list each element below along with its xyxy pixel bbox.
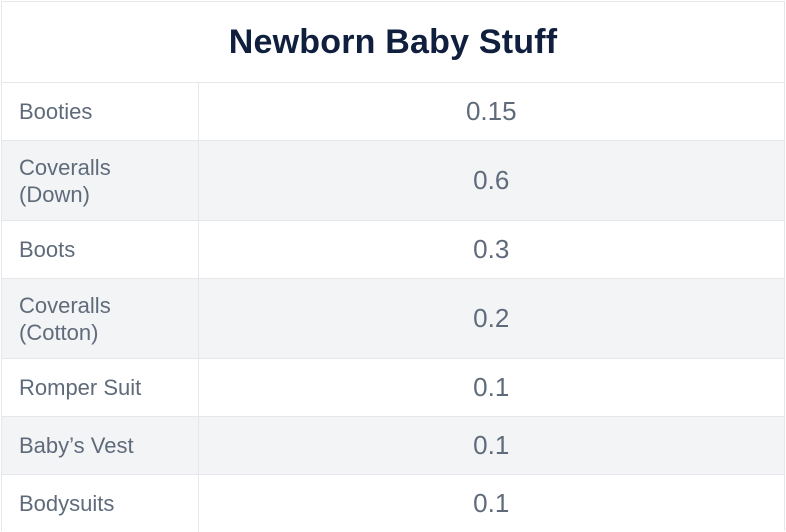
row-value: 0.2 — [198, 278, 784, 359]
row-value: 0.1 — [198, 474, 784, 532]
row-label: Boots — [2, 220, 199, 279]
table-row: Romper Suit 0.1 — [2, 358, 784, 417]
row-label: Romper Suit — [2, 358, 199, 417]
table-row: Coveralls (Down) 0.6 — [2, 140, 784, 221]
row-label: Bodysuits — [2, 474, 199, 532]
row-label: Booties — [2, 83, 199, 141]
table-title: Newborn Baby Stuff — [228, 22, 558, 61]
table-body: Booties 0.15 Coveralls (Down) 0.6 Boots … — [2, 83, 784, 532]
row-value: 0.1 — [198, 358, 784, 417]
table-row: Boots 0.3 — [2, 220, 784, 279]
table-row: Bodysuits 0.1 — [2, 474, 784, 532]
row-label: Baby’s Vest — [2, 416, 199, 475]
row-label: Coveralls (Cotton) — [2, 278, 199, 359]
row-label: Coveralls (Down) — [2, 140, 199, 221]
row-value: 0.1 — [198, 416, 784, 475]
table-header: Newborn Baby Stuff — [2, 2, 784, 83]
row-value: 0.15 — [198, 83, 784, 141]
table-row: Booties 0.15 — [2, 83, 784, 141]
row-value: 0.6 — [198, 140, 784, 221]
table-row: Baby’s Vest 0.1 — [2, 416, 784, 475]
row-value: 0.3 — [198, 220, 784, 279]
table-row: Coveralls (Cotton) 0.2 — [2, 278, 784, 359]
